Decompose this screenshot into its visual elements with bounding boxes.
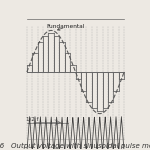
Text: Fundamental: Fundamental: [47, 24, 85, 30]
Text: .56   Output voltage with sinusoidal pulse mod: .56 Output voltage with sinusoidal pulse…: [0, 142, 150, 148]
Text: 1/2 f: 1/2 f: [26, 116, 39, 121]
